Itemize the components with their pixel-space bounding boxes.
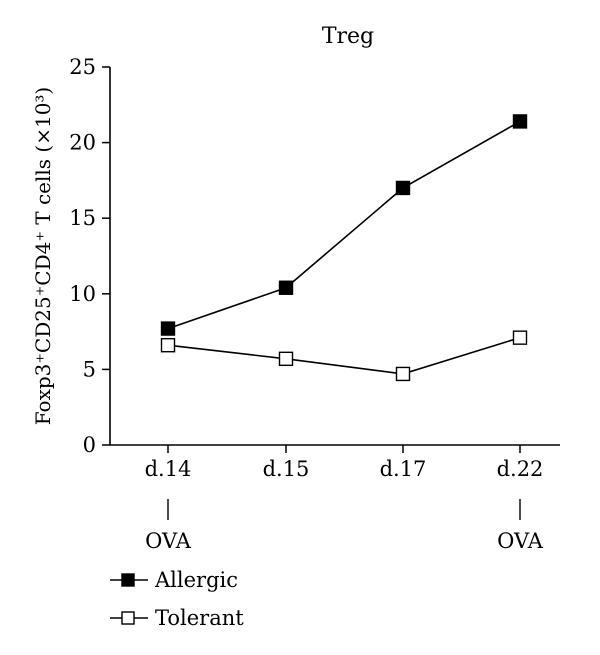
- y-tick-label: 5: [83, 357, 96, 381]
- legend: Allergic Tolerant: [110, 568, 244, 630]
- x-tick-label: d.17: [380, 457, 427, 481]
- x-tick-label: d.14: [145, 457, 192, 481]
- legend-marker: [121, 611, 135, 625]
- y-axis-label: Foxp3⁺CD25⁺CD4⁺ T cells (×10³): [31, 87, 55, 426]
- legend-marker: [121, 573, 135, 587]
- axes: [109, 67, 560, 446]
- data-point-tolerant: [512, 330, 528, 345]
- series-line-allergic: [167, 120, 521, 330]
- ova-label: OVA: [145, 529, 192, 553]
- x-tick-label: d.22: [497, 457, 544, 481]
- data-point-allergic: [395, 180, 411, 196]
- legend-label: Allergic: [154, 568, 238, 592]
- x-tick-label: d.15: [263, 457, 310, 481]
- y-tick-label: 25: [69, 55, 96, 79]
- data-point-allergic: [512, 114, 528, 129]
- y-tick-label: 20: [69, 131, 96, 155]
- y-tick-label: 15: [69, 206, 96, 230]
- data-point-allergic: [160, 321, 176, 336]
- series-line-tolerant: [167, 336, 521, 375]
- y-tick-label: 0: [83, 433, 96, 457]
- data-point-tolerant: [395, 366, 411, 382]
- ova-annotations: OVA OVA: [145, 499, 544, 553]
- x-ticks: d.14 d.15 d.17 d.22: [145, 445, 544, 481]
- data-point-tolerant: [278, 351, 294, 367]
- data-point-tolerant: [160, 338, 176, 353]
- ova-label: OVA: [497, 529, 544, 553]
- data-point-allergic: [278, 280, 294, 295]
- legend-label: Tolerant: [155, 606, 244, 630]
- chart-title: Treg: [322, 24, 374, 49]
- y-tick-label: 10: [69, 282, 96, 306]
- series-layer: [160, 114, 528, 382]
- y-ticks: 0 5 10 15 20 25: [69, 55, 110, 457]
